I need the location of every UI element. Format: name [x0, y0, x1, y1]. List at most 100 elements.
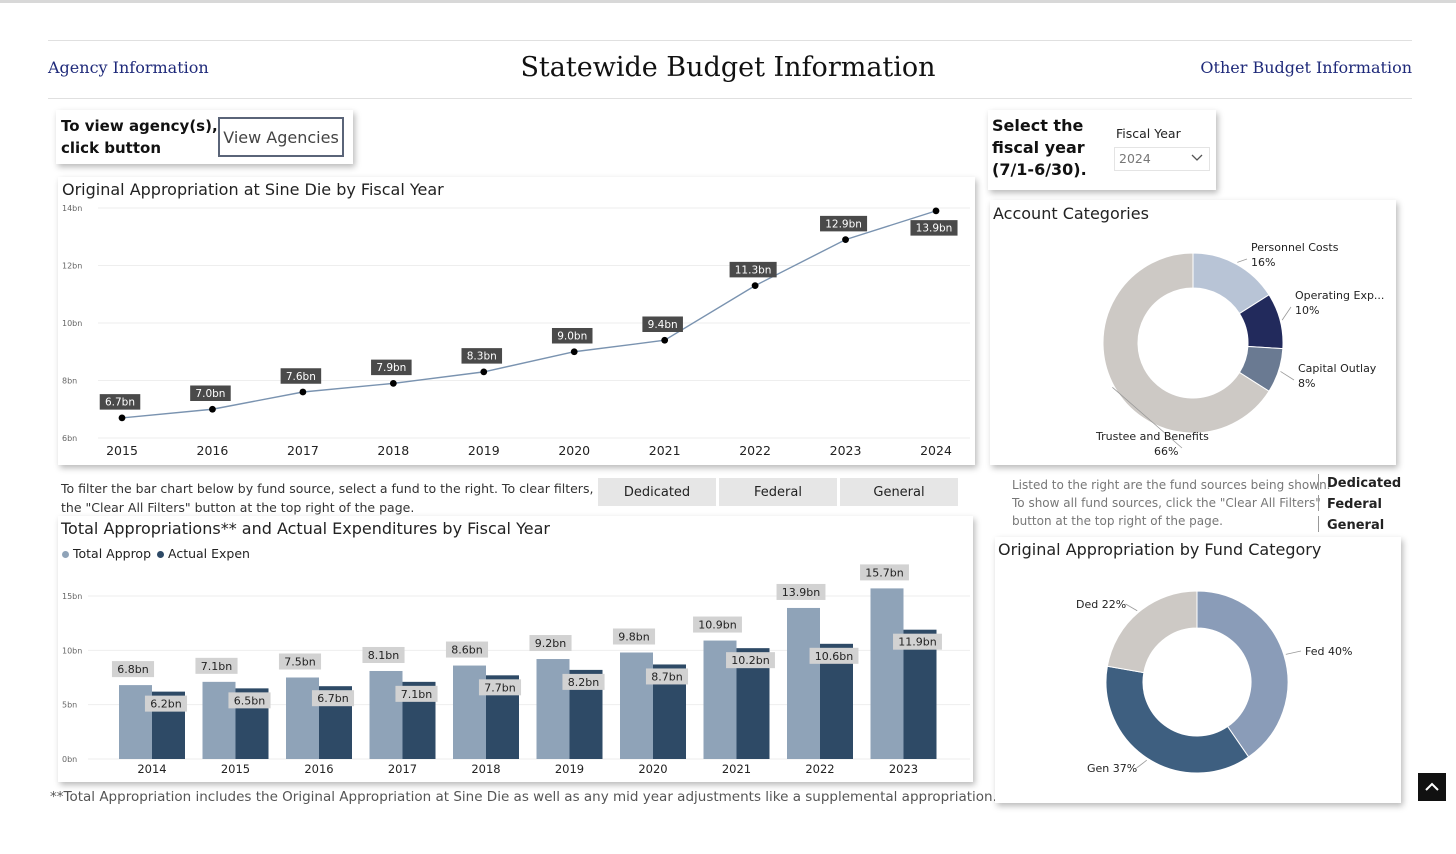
data-label-bg: [461, 348, 503, 364]
series-line: [121, 210, 937, 419]
data-label-actual-expen-bg: [809, 647, 859, 664]
account-categories-card: Account Categories Personnel Costs 16% Ope…: [990, 200, 1396, 465]
fund-note-line: button at the top right of the page.: [1012, 514, 1223, 528]
data-label: 12.9bn: [820, 215, 868, 232]
data-label: 7.6bn: [280, 368, 322, 384]
data-point: [118, 414, 126, 422]
data-label-actual-expen-text: 6.5bn: [234, 694, 265, 707]
data-label-total-approp: 6.8bn: [111, 661, 155, 678]
data-label-total-approp: 9.8bn: [612, 628, 656, 645]
data-label-total-approp: 13.9bn: [776, 583, 826, 600]
bar-chart-legend: Total Approp Actual Expen: [62, 546, 250, 561]
fund-sources-note: Listed to the right are the fund sources…: [1012, 476, 1331, 530]
view-agencies-button[interactable]: View Agencies: [218, 117, 344, 157]
data-label: 9.0bn: [551, 328, 593, 344]
fund-legend-divider: [1318, 495, 1319, 511]
bar-total-approp: [870, 588, 904, 759]
data-label-text: 12.9bn: [825, 218, 862, 230]
fund-note-line: To show all fund sources, click the "Cle…: [1012, 496, 1321, 510]
bar-actual-expen: [903, 629, 937, 759]
data-label-text: 7.0bn: [195, 388, 225, 400]
other-budget-information-link[interactable]: Other Budget Information: [1200, 58, 1412, 77]
data-label-actual-expen-text: 7.1bn: [401, 688, 432, 701]
footnote: **Total Appropriation includes the Origi…: [50, 789, 997, 805]
data-point: [751, 282, 759, 290]
data-label-total-approp-bg: [362, 646, 405, 663]
data-label-actual-expen-bg: [395, 685, 438, 702]
data-label-bg: [551, 328, 593, 344]
fund-button-dedicated[interactable]: Dedicated: [598, 478, 716, 506]
x-tick-label: 2023: [830, 443, 862, 458]
slice-label: Gen 37%: [1087, 762, 1137, 775]
fund-legend-federal[interactable]: Federal: [1327, 497, 1382, 512]
fiscal-year-panel: Select the fiscal year (7/1-6/30). Fisca…: [988, 110, 1216, 190]
data-label-total-approp-bg: [195, 657, 238, 674]
leader-line: [1136, 759, 1147, 769]
slice-pct-label: 8%: [1298, 377, 1315, 390]
filter-instructions: To filter the bar chart below by fund so…: [61, 479, 625, 517]
fiscal-year-dropdown[interactable]: 2024: [1114, 147, 1210, 171]
slice-label: Capital Outlay: [1298, 362, 1377, 375]
x-tick-label: 2015: [106, 443, 138, 458]
data-label-actual-expen-text: 6.2bn: [150, 698, 181, 711]
data-label-total-approp-bg: [111, 661, 155, 678]
data-label-total-approp-text: 9.8bn: [618, 630, 649, 643]
line-chart-title: Original Appropriation at Sine Die by Fi…: [62, 180, 444, 199]
agency-information-link[interactable]: Agency Information: [48, 58, 209, 77]
data-label-actual-expen-text: 10.2bn: [731, 654, 769, 667]
data-label-actual-expen: 8.2bn: [562, 673, 605, 690]
data-label-text: 9.4bn: [648, 319, 678, 331]
data-label-total-approp-bg: [612, 628, 656, 645]
fund-button-general[interactable]: General: [840, 478, 958, 506]
slice-pct-label: 66%: [1154, 445, 1178, 458]
data-label: 11.3bn: [729, 261, 777, 278]
fund-category-donut: Fed 40% Gen 37% Ded 22%: [1076, 590, 1352, 775]
data-label-actual-expen-bg: [645, 668, 689, 685]
filter-instructions-line: the "Clear All Filters" button at the to…: [61, 500, 415, 515]
data-label-total-approp-text: 8.1bn: [368, 649, 399, 662]
data-label-total-approp-text: 7.5bn: [284, 655, 315, 668]
data-label-bg: [820, 215, 868, 232]
fund-category-slice: [1105, 665, 1250, 774]
data-label-total-approp-bg: [776, 583, 826, 600]
fiscal-year-dropdown-label: Fiscal Year: [1116, 126, 1181, 141]
data-label: 7.0bn: [190, 385, 231, 401]
data-label-actual-expen-bg: [726, 652, 775, 669]
line-chart: 6bn 8bn 10bn 12bn 14bn 6.7bn 2015 7.0bn 2016 7.6b…: [62, 204, 970, 458]
fiscal-year-prompt: Select the fiscal year (7/1-6/30).: [992, 115, 1087, 181]
x-tick-label: 2014: [137, 762, 166, 776]
data-label-actual-expen: 11.9bn: [893, 633, 942, 650]
y-tick-label: 6bn: [62, 434, 77, 443]
data-point: [842, 236, 849, 244]
view-agencies-panel: To view agency(s), click button View Age…: [56, 110, 353, 164]
data-label-actual-expen: 7.7bn: [478, 679, 522, 696]
data-point: [570, 348, 578, 356]
data-label-actual-expen-bg: [562, 673, 605, 690]
data-label-bg: [371, 359, 412, 376]
fund-legend-dedicated[interactable]: Dedicated: [1327, 476, 1402, 491]
fund-category-card: Original Appropriation by Fund Category …: [995, 537, 1401, 803]
header-divider-top: [48, 40, 1412, 41]
scroll-up-button[interactable]: [1418, 773, 1446, 801]
data-point: [480, 368, 488, 376]
x-tick-label: 2015: [221, 762, 250, 776]
fund-legend-general[interactable]: General: [1327, 518, 1385, 533]
data-label-bg: [642, 316, 683, 332]
slice-pct-label: 10%: [1295, 304, 1319, 317]
line-chart-card: Original Appropriation at Sine Die by Fi…: [58, 177, 975, 465]
fund-button-federal[interactable]: Federal: [719, 478, 837, 506]
data-point: [932, 207, 940, 215]
data-label-actual-expen: 10.2bn: [726, 652, 775, 669]
data-label-actual-expen-text: 8.2bn: [568, 676, 599, 689]
fiscal-year-selected: 2024: [1119, 151, 1151, 166]
x-tick-label: 2017: [388, 762, 417, 776]
data-label-actual-expen: 8.7bn: [645, 668, 689, 685]
data-label-total-approp-bg: [860, 564, 909, 581]
x-tick-label: 2022: [739, 443, 771, 458]
data-label-text: 6.7bn: [105, 397, 135, 409]
prompt-line: fiscal year: [992, 138, 1085, 157]
fund-legend-divider: [1318, 474, 1319, 490]
data-label-actual-expen: 10.6bn: [809, 647, 859, 664]
data-label-total-approp: 10.9bn: [693, 616, 742, 633]
y-tick-label: 15bn: [62, 592, 82, 601]
